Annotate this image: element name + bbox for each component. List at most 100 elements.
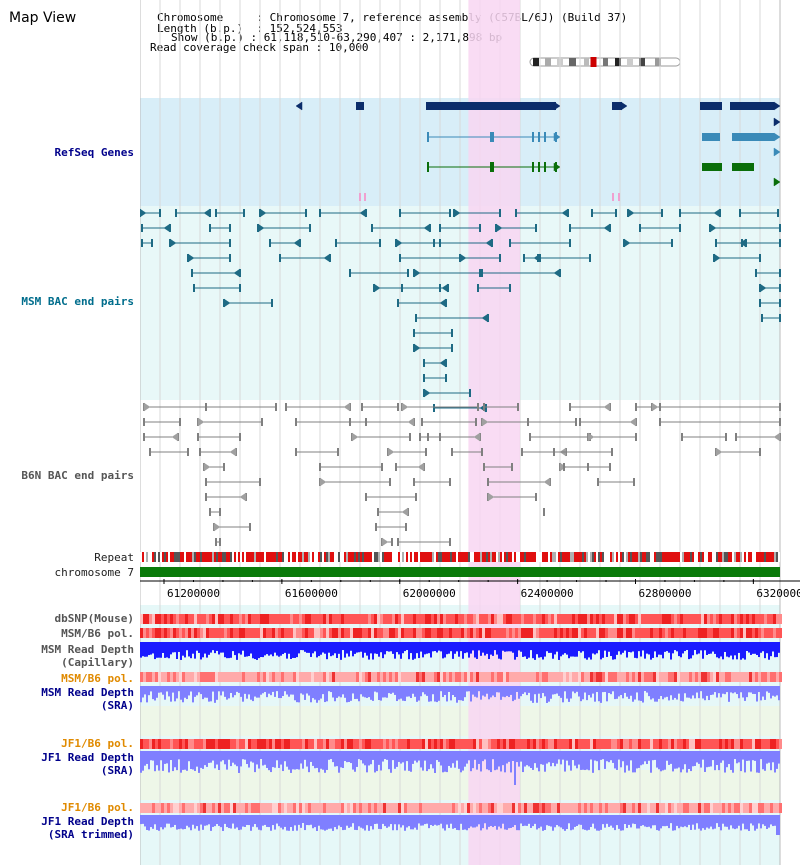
jf1-pol-heat-cell xyxy=(425,739,428,749)
msm-sra-pol-heat-cell xyxy=(458,672,461,682)
b6n-bac-pair-end xyxy=(421,418,423,426)
msm-bac-pair-end xyxy=(509,239,511,247)
msm-sra-pol-heat-cell xyxy=(146,672,149,682)
msm-sra-depth-bar xyxy=(422,686,424,693)
jf1-pol-heat-cell xyxy=(644,739,647,749)
msm-bac-pair-end xyxy=(779,224,781,232)
jf1-sra-depth-bar xyxy=(686,751,688,773)
dbsnp-heat-cell xyxy=(503,614,506,624)
repeat-element xyxy=(338,552,340,562)
msm-sra-depth-bar xyxy=(356,686,358,699)
jf1-pol2-heat-cell xyxy=(632,803,635,813)
msm-capillary-depth-bar xyxy=(338,642,340,654)
jf1-pol-heat-cell xyxy=(536,739,539,749)
strand-arrow xyxy=(715,447,723,457)
msm-sra-pol-heat-cell xyxy=(341,672,344,682)
jf1-pol-heat-cell xyxy=(350,739,353,749)
strand-arrow xyxy=(259,208,267,218)
msm-bac-pair-end xyxy=(779,314,781,322)
repeat-element xyxy=(212,552,214,562)
b6n-bac-pair-end xyxy=(481,448,483,456)
dbsnp-heat-cell xyxy=(368,614,371,624)
jf1-sra-depth-bar xyxy=(350,751,352,764)
msm-sra-depth-bar xyxy=(168,686,170,697)
msm-sra-depth-bar xyxy=(182,686,184,703)
jf1-pol-heat-cell xyxy=(224,739,227,749)
jf1-pol-heat-cell xyxy=(629,739,632,749)
jf1-pol-heat-cell xyxy=(494,739,497,749)
jf1-sra-depth-bar xyxy=(456,751,458,761)
jf1-trimmed-depth-bar xyxy=(678,815,680,829)
jf1-trimmed-depth-bar xyxy=(358,815,360,827)
jf1-pol2-heat-cell xyxy=(236,803,239,813)
jf1-trimmed-depth-bar xyxy=(236,815,238,828)
jf1-pol2-heat-cell xyxy=(416,803,419,813)
jf1-pol-heat-cell xyxy=(485,739,488,749)
jf1-pol2-heat-cell xyxy=(179,803,182,813)
jf1-sra-depth-bar xyxy=(478,751,480,764)
repeat-element xyxy=(606,552,608,562)
repeat-element xyxy=(156,552,158,562)
repeat-element xyxy=(226,552,228,562)
msm-sra-pol-heat-cell xyxy=(287,672,290,682)
msm-pol-heat-cell xyxy=(233,628,236,638)
repeat-element xyxy=(616,552,618,562)
jf1-sra-depth-bar xyxy=(490,751,492,773)
msm-sra-depth-bar xyxy=(696,686,698,693)
msm-pol-heat-cell xyxy=(476,628,479,638)
jf1-sra-depth-bar xyxy=(236,751,238,767)
repeat-element xyxy=(596,552,598,562)
repeat-element xyxy=(556,552,558,562)
msm-capillary-depth-bar xyxy=(772,642,774,652)
jf1-pol-heat-cell xyxy=(236,739,239,749)
repeat-element xyxy=(428,552,430,562)
msm-sra-pol-heat-cell xyxy=(191,672,194,682)
msm-pol-heat-cell xyxy=(512,628,515,638)
dbsnp-heat-cell xyxy=(221,614,224,624)
msm-pol-heat-cell xyxy=(320,628,323,638)
jf1-pol2-heat-cell xyxy=(263,803,266,813)
msm-sra-pol-heat-cell xyxy=(257,672,260,682)
b6n-bac-pair-end xyxy=(375,523,377,531)
jf1-trimmed-depth-bar xyxy=(746,815,748,830)
repeat-element xyxy=(496,552,498,562)
msm-pol-heat-cell xyxy=(458,628,461,638)
jf1-trimmed-depth-bar xyxy=(634,815,636,825)
msm-sra-pol-heat-cell xyxy=(614,672,617,682)
jf1-sra-depth-bar xyxy=(184,751,186,770)
jf1-pol-heat-cell xyxy=(314,739,317,749)
msm-bac-pair-end xyxy=(151,239,153,247)
strand-arrow xyxy=(487,492,495,502)
msm-pol-heat-cell xyxy=(206,628,209,638)
msm-sra-depth-bar xyxy=(698,686,700,699)
jf1-sra-depth-bar xyxy=(488,751,490,771)
msm-sra-pol-heat-cell xyxy=(698,672,701,682)
jf1-trimmed-depth-bar xyxy=(550,815,552,827)
strand-arrow xyxy=(459,253,467,263)
msm-capillary-depth-bar xyxy=(768,642,770,660)
msm-sra-pol-heat-cell xyxy=(362,672,365,682)
jf1-trimmed-depth-bar xyxy=(164,815,166,828)
msm-capillary-depth-bar xyxy=(614,642,616,660)
jf1-pol-heat-cell xyxy=(620,739,623,749)
repeat-element xyxy=(244,552,246,562)
repeat-element xyxy=(728,552,730,562)
jf1-sra-depth-bar xyxy=(196,751,198,767)
msm-pol-heat-cell xyxy=(752,628,755,638)
jf1-pol2-heat-cell xyxy=(653,803,656,813)
jf1-pol2-heat-cell xyxy=(209,803,212,813)
jf1-trimmed-depth-bar xyxy=(592,815,594,824)
msm-pol-heat-cell xyxy=(452,628,455,638)
msm-sra-depth-bar xyxy=(280,686,282,699)
jf1-trimmed-depth-bar xyxy=(392,815,394,831)
msm-sra-depth-bar xyxy=(536,686,538,703)
msm-capillary-depth-bar xyxy=(260,642,262,658)
msm-sra-pol-heat-cell xyxy=(236,672,239,682)
jf1-sra-depth-bar xyxy=(158,751,160,771)
genome-browser-canvas[interactable]: 61200000 61600000 62000000 62400000 62800000… xyxy=(140,0,800,865)
msm-sra-depth-bar xyxy=(160,686,162,693)
jf1-pol2-heat-cell xyxy=(386,803,389,813)
msm-pol-heat-cell xyxy=(455,628,458,638)
repeat-element xyxy=(400,552,402,562)
msm-bac-pair-end xyxy=(679,209,681,217)
